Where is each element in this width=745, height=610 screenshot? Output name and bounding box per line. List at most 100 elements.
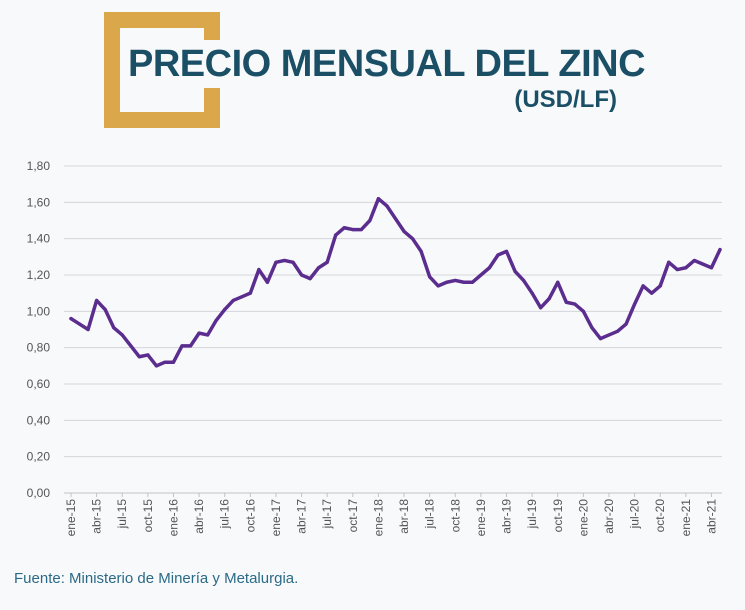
data-point bbox=[112, 326, 116, 330]
data-point bbox=[504, 249, 509, 253]
x-tick-label: ene-17 bbox=[269, 499, 283, 537]
x-tick-label: jul-18 bbox=[423, 499, 437, 530]
data-point bbox=[137, 355, 141, 359]
data-point bbox=[607, 333, 611, 337]
data-point bbox=[419, 249, 423, 253]
y-tick-label: 0,60 bbox=[27, 377, 51, 391]
data-point bbox=[120, 333, 124, 337]
data-point bbox=[487, 266, 492, 270]
y-tick-label: 1,60 bbox=[27, 195, 51, 209]
x-tick-label: ene-18 bbox=[371, 499, 385, 537]
data-point bbox=[521, 278, 526, 283]
data-point bbox=[402, 229, 406, 233]
chart-title: PRECIO MENSUAL DEL ZINC bbox=[128, 43, 646, 85]
x-axis-tick-labels: ene-15 abr-15 jul-15 oct-15 ene-16 abr-16 jul-… bbox=[64, 493, 718, 536]
data-point bbox=[667, 260, 671, 264]
data-point bbox=[214, 318, 218, 323]
x-tick-label: jul-16 bbox=[218, 499, 232, 530]
y-axis-tick-labels: 0,00 0,20 0,40 0,60 0,80 1,00 1,20 1,40 1,60 1,80 bbox=[27, 159, 51, 500]
data-point bbox=[77, 322, 82, 326]
data-point bbox=[530, 291, 534, 295]
data-point bbox=[282, 258, 287, 263]
data-point bbox=[684, 266, 688, 270]
data-point bbox=[675, 267, 679, 272]
x-tick-label: oct-15 bbox=[141, 499, 155, 533]
x-tick-label: abr-18 bbox=[397, 499, 411, 534]
x-tick-label: oct-20 bbox=[653, 499, 667, 533]
data-point bbox=[428, 275, 432, 279]
x-tick-label: abr-16 bbox=[192, 499, 206, 534]
data-point bbox=[513, 269, 517, 273]
data-point bbox=[171, 360, 176, 364]
data-point bbox=[641, 284, 645, 288]
data-point bbox=[496, 253, 500, 257]
data-point bbox=[436, 284, 440, 288]
x-tick-label: ene-15 bbox=[64, 499, 78, 537]
data-point bbox=[334, 233, 338, 237]
x-tick-label: oct-17 bbox=[346, 499, 360, 533]
data-point bbox=[317, 266, 321, 270]
data-point bbox=[231, 298, 235, 303]
data-point bbox=[470, 280, 474, 284]
data-point bbox=[103, 307, 107, 312]
y-tick-label: 0,20 bbox=[27, 450, 51, 464]
data-point bbox=[86, 327, 90, 332]
x-tick-label: jul-17 bbox=[320, 499, 334, 530]
data-point bbox=[410, 237, 415, 241]
data-point bbox=[539, 306, 543, 310]
data-point bbox=[598, 336, 603, 341]
chart-subtitle: (USD/LF) bbox=[514, 86, 617, 113]
y-tick-label: 0,00 bbox=[27, 486, 51, 500]
data-point bbox=[590, 326, 594, 330]
data-point bbox=[624, 322, 628, 326]
x-tick-label: oct-16 bbox=[243, 499, 257, 533]
x-tick-label: jul-20 bbox=[628, 499, 642, 530]
data-point bbox=[146, 353, 150, 357]
series-layer bbox=[69, 196, 722, 368]
data-point bbox=[573, 302, 577, 306]
data-point bbox=[240, 295, 244, 299]
data-point bbox=[393, 217, 398, 221]
data-point bbox=[650, 291, 654, 295]
y-tick-label: 1,20 bbox=[27, 268, 51, 282]
x-tick-label: ene-16 bbox=[166, 499, 180, 537]
data-point bbox=[197, 331, 201, 335]
y-tick-label: 0,80 bbox=[27, 341, 51, 355]
x-tick-label: jul-15 bbox=[115, 499, 129, 530]
data-point bbox=[462, 280, 466, 284]
x-tick-label: oct-19 bbox=[551, 499, 565, 533]
x-tick-label: jul-19 bbox=[525, 499, 539, 530]
title-container: PRECIO MENSUAL DEL ZINC bbox=[124, 40, 650, 88]
data-point bbox=[206, 333, 210, 337]
x-tick-label: oct-18 bbox=[448, 499, 462, 533]
x-tick-label: abr-15 bbox=[90, 499, 104, 534]
x-tick-label: abr-20 bbox=[602, 499, 616, 534]
gridlines bbox=[64, 165, 722, 458]
data-point bbox=[274, 260, 278, 264]
data-point bbox=[385, 204, 389, 208]
data-point bbox=[154, 364, 158, 368]
data-point bbox=[701, 262, 705, 266]
data-point bbox=[257, 267, 261, 272]
source-note: Fuente: Ministerio de Minería y Metalurg… bbox=[14, 570, 299, 587]
data-point bbox=[658, 284, 662, 288]
data-point bbox=[718, 247, 722, 252]
x-tick-label: abr-21 bbox=[704, 499, 718, 534]
data-point bbox=[359, 227, 363, 232]
data-point bbox=[325, 260, 329, 264]
data-point bbox=[445, 280, 449, 284]
data-point bbox=[556, 280, 560, 284]
data-point bbox=[368, 218, 372, 223]
series-line-zinc bbox=[69, 196, 722, 368]
x-tick-label: ene-19 bbox=[474, 499, 488, 537]
y-tick-label: 1,00 bbox=[27, 304, 51, 318]
data-point bbox=[95, 298, 99, 303]
data-point bbox=[342, 226, 346, 230]
data-point bbox=[69, 317, 73, 321]
data-point bbox=[709, 266, 714, 270]
data-point bbox=[188, 344, 193, 348]
data-point bbox=[163, 360, 167, 364]
data-point bbox=[547, 297, 551, 301]
x-tick-label: abr-19 bbox=[500, 499, 514, 534]
